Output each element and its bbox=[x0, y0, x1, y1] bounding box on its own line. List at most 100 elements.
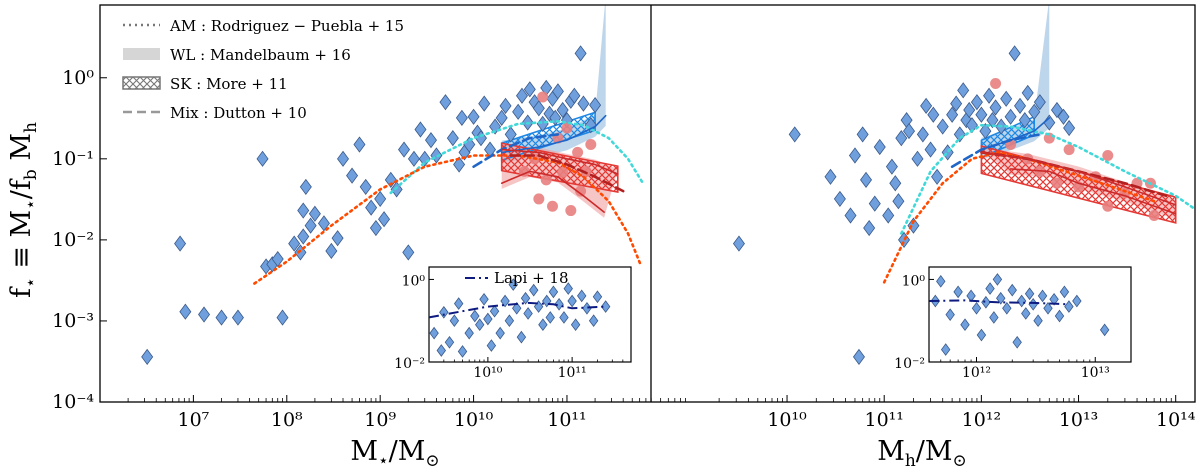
x-tick-label: 10¹¹ bbox=[547, 409, 586, 431]
late-type-diamond bbox=[986, 112, 999, 129]
late-type-diamond bbox=[1057, 108, 1070, 125]
late-type-diamond bbox=[365, 199, 378, 216]
late-type-diamond bbox=[1021, 84, 1034, 102]
early-type-circle bbox=[533, 193, 545, 205]
inset-diamond bbox=[453, 297, 464, 310]
early-type-circle bbox=[1051, 177, 1063, 189]
x-tick-label: 10¹⁴ bbox=[1156, 409, 1196, 431]
inset-diamond bbox=[529, 283, 539, 297]
inset-diamond bbox=[1043, 301, 1053, 315]
late-type-diamond bbox=[369, 219, 382, 237]
curve-dashed bbox=[509, 154, 625, 193]
late-type-diamond bbox=[848, 147, 861, 164]
inset-diamond bbox=[542, 294, 552, 308]
late-type-diamond bbox=[856, 126, 869, 143]
inset-legend-label: Lapi + 18 bbox=[494, 269, 569, 287]
late-type-diamond bbox=[297, 228, 310, 245]
inset-diamond bbox=[600, 300, 611, 313]
left-panel: 10⁷ 10⁸ 10⁹ 10¹⁰ 10¹¹ 10⁻⁴ 10⁻³ 10⁻² 10⁻¹ 10⁰ M⋆/… bbox=[52, 5, 647, 471]
inset-diamond bbox=[500, 294, 510, 308]
late-type-diamond bbox=[931, 168, 944, 185]
inset-diamond bbox=[960, 318, 970, 332]
early-type-circle bbox=[1102, 149, 1114, 161]
early-type-circle bbox=[537, 91, 549, 103]
x-tick-label: 10¹⁰ bbox=[454, 409, 494, 431]
inset-diamond bbox=[475, 318, 485, 332]
late-type-diamond bbox=[1033, 94, 1046, 111]
legend-am-label: AM : Rodriguez − Puebla + 15 bbox=[169, 17, 404, 35]
inset-diamond bbox=[439, 305, 449, 319]
late-type-diamond bbox=[378, 211, 391, 228]
y-tick-label: 10⁻³ bbox=[52, 310, 94, 332]
inset-diamond bbox=[1002, 301, 1012, 315]
inset-diamond bbox=[483, 312, 493, 326]
inset-diamond bbox=[1021, 307, 1031, 320]
late-type-diamond bbox=[418, 150, 431, 167]
inset-lapi-curve bbox=[929, 299, 1069, 306]
inset-diamond bbox=[989, 311, 999, 324]
inset-diamond bbox=[1054, 309, 1065, 323]
y-tick-label: 10⁻² bbox=[394, 356, 425, 372]
late-type-diamond bbox=[916, 126, 929, 143]
inset-diamond bbox=[508, 278, 518, 291]
inset-diamond bbox=[520, 291, 531, 305]
inset-diamond bbox=[1072, 294, 1082, 308]
inset-lapi-curve bbox=[428, 301, 606, 319]
early-type-circle bbox=[565, 205, 577, 217]
y-axis-title: f⋆ ≡ M⋆/fb Mh bbox=[6, 122, 41, 298]
early-type-circle bbox=[561, 122, 573, 134]
inset-diamond bbox=[1007, 283, 1017, 297]
late-type-diamond bbox=[1000, 90, 1013, 107]
late-type-diamond bbox=[732, 235, 745, 252]
curve-solid bbox=[500, 170, 605, 213]
left-inset: 10¹⁰ 10¹¹ 10⁻² 10⁰ Lapi + 18 bbox=[394, 266, 632, 381]
curve-dotted bbox=[882, 151, 1156, 284]
inset-diamond bbox=[582, 301, 592, 315]
y-tick-label: 10⁰ bbox=[402, 273, 426, 289]
late-type-diamond bbox=[574, 45, 587, 62]
late-type-diamond bbox=[499, 97, 512, 114]
inset-diamond bbox=[1024, 287, 1035, 301]
late-type-diamond bbox=[975, 106, 988, 123]
inset-diamond bbox=[559, 311, 569, 324]
late-type-diamond bbox=[276, 309, 289, 326]
late-type-diamond bbox=[317, 215, 330, 232]
late-type-diamond bbox=[495, 109, 508, 126]
late-type-diamond bbox=[957, 82, 970, 99]
inset-diamond bbox=[548, 285, 559, 299]
legend-wl-label: WL : Mandelbaum + 16 bbox=[170, 46, 351, 64]
early-type-circle bbox=[1102, 200, 1114, 212]
curve-solid bbox=[500, 148, 619, 175]
late-type-diamond bbox=[478, 95, 491, 112]
inset-diamond bbox=[1059, 285, 1070, 299]
late-type-diamond bbox=[430, 147, 443, 164]
x-tick-label: 10¹¹ bbox=[558, 365, 587, 381]
inset-diamond bbox=[523, 307, 533, 320]
late-type-diamond bbox=[936, 118, 949, 135]
inset-diamond bbox=[538, 318, 548, 332]
y-tick-label: 10⁻¹ bbox=[52, 148, 94, 170]
right-panel: 10¹⁰ 10¹¹ 10¹² 10¹³ 10¹⁴ Mh/M⊙ 10¹² 10¹³10⁻²1… bbox=[650, 5, 1196, 471]
late-type-diamond bbox=[970, 94, 983, 111]
legend-mix-label: Mix : Dutton + 10 bbox=[170, 104, 307, 122]
late-type-diamond bbox=[256, 150, 269, 167]
left-axes: 10⁷ 10⁸ 10⁹ 10¹⁰ 10¹¹ 10⁻⁴ 10⁻³ 10⁻² 10⁻¹ 10⁰ bbox=[52, 67, 647, 431]
curve-solid bbox=[980, 151, 1177, 206]
late-type-diamond bbox=[331, 230, 344, 247]
late-type-diamond bbox=[983, 87, 996, 104]
late-type-diamond bbox=[402, 244, 415, 261]
early-type-circle bbox=[572, 146, 584, 158]
inset-diamond bbox=[1012, 335, 1022, 349]
late-type-diamond bbox=[589, 97, 602, 114]
x-tick-label: 10¹⁰ bbox=[473, 365, 502, 381]
late-type-diamond bbox=[885, 158, 898, 175]
x-tick-label: 10¹² bbox=[962, 409, 1001, 431]
early-type-circle bbox=[1148, 209, 1160, 221]
inset-diamond bbox=[1033, 314, 1043, 328]
left-plot-area bbox=[141, 45, 645, 366]
early-type-circle bbox=[546, 200, 558, 212]
legend-wl-swatch bbox=[123, 48, 160, 60]
late-type-diamond bbox=[549, 109, 562, 126]
late-type-diamond bbox=[174, 235, 187, 252]
right-plot-area bbox=[732, 45, 1195, 366]
